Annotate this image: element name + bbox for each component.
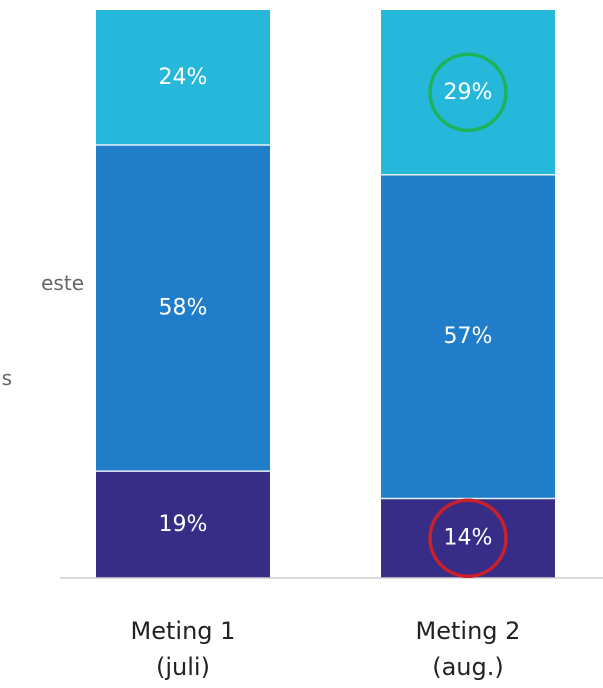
category-label-2: Meting 2 (aug.) [416,617,521,681]
data-label-c2-s3: 29% [444,80,493,105]
bar-group: 19% 58% 24% 14% 57% 29% [96,10,555,578]
highlight-circle-2 [428,498,508,578]
clipped-left-text: este s [2,271,84,390]
data-label-c2-s1: 14% [444,526,493,551]
data-label-c1-s2: 58% [159,296,208,321]
data-label-c1-s3: 24% [159,65,208,90]
data-label-c2-s2: 57% [444,324,493,349]
bar-segment-c1-s3 [96,10,270,145]
bar-segment-c2-s1 [381,498,555,578]
highlight-circles [428,52,508,578]
category-label-1: Meting 1 (juli) [131,617,236,681]
bar-segment-c2-s3 [381,10,555,175]
clipped-text-2: s [2,366,12,390]
bar-segment-c1-s1 [96,471,270,578]
data-label-c1-s1: 19% [159,512,208,537]
bar-segment-c2-s2 [381,174,555,499]
category-labels: Meting 1 (juli) Meting 2 (aug.) [131,617,521,681]
highlight-circle-1 [428,52,508,133]
clipped-text-1: este [41,271,84,295]
bar-segment-c1-s2 [96,144,270,472]
